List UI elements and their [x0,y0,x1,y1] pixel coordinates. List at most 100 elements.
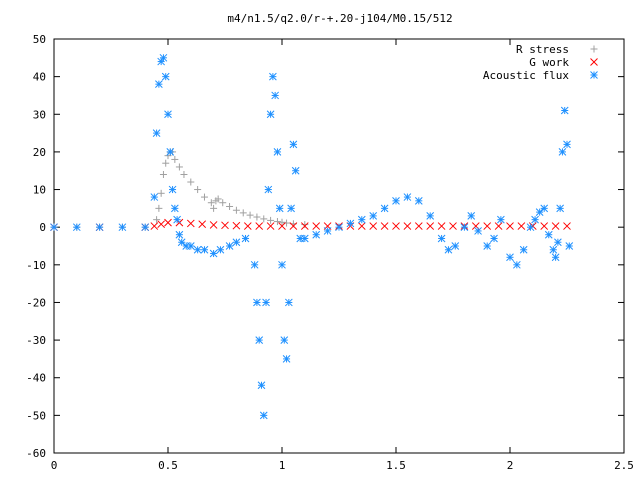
data-point [168,185,177,194]
data-point [563,140,571,149]
y-tick-label: -50 [26,409,46,422]
marker-stroke [312,230,321,239]
data-point [216,245,225,254]
data-point [437,222,446,230]
data-point [194,186,202,194]
data-point [141,223,150,232]
data-point [210,204,218,212]
data-point [153,216,161,224]
data-point [175,163,183,171]
data-point [118,223,127,232]
data-point [159,170,167,178]
marker-stroke [209,221,218,229]
data-point [177,238,186,247]
data-point [200,245,209,254]
legend-marker [590,71,598,79]
data-point [50,223,58,232]
marker-stroke [209,249,218,258]
marker-stroke [152,129,161,137]
marker-stroke [451,242,460,250]
data-point [175,230,184,239]
marker-stroke [590,71,598,79]
data-point [186,219,195,228]
data-point [300,234,309,243]
marker-stroke [490,234,498,243]
marker-stroke [225,242,234,250]
data-point [219,199,227,207]
data-point [275,204,284,213]
y-tick-label: -40 [26,372,46,385]
data-point [560,106,569,115]
data-point [437,234,446,243]
marker-stroke [563,140,571,149]
marker-stroke [198,220,207,229]
data-point [357,215,366,224]
data-point [246,211,254,219]
marker-stroke [269,72,277,81]
data-point [278,218,286,226]
legend-label: R stress [516,43,569,56]
marker-stroke [291,166,300,175]
data-point [531,215,539,224]
marker-stroke [426,212,435,220]
marker-stroke [175,230,184,239]
data-point [173,215,181,224]
marker-stroke [193,245,202,254]
data-point [278,222,286,230]
data-point [221,221,229,230]
data-point [209,249,218,258]
marker-stroke [264,185,273,194]
data-point [451,242,460,250]
marker-stroke [494,222,503,230]
series-2 [50,53,574,420]
data-point [186,242,195,250]
marker-stroke [232,221,241,230]
data-point [232,221,241,230]
data-point [565,242,574,250]
marker-stroke [380,222,389,230]
marker-stroke [512,260,521,269]
marker-stroke [467,212,476,220]
marker-stroke [159,53,168,62]
data-point [166,148,175,156]
marker-stroke [50,223,58,232]
data-point [241,234,250,243]
data-point [161,72,170,81]
y-tick-label: 20 [33,146,46,159]
marker-stroke [560,106,569,115]
marker-stroke [300,222,309,230]
marker-stroke [535,208,544,216]
data-point [225,242,234,250]
marker-stroke [289,222,298,230]
marker-stroke [558,148,567,156]
data-point [152,129,161,137]
marker-stroke [275,204,284,213]
data-point [483,222,492,230]
x-tick-label: 1.5 [386,459,406,472]
data-point [269,72,277,81]
data-point [369,212,378,220]
marker-stroke [357,222,366,230]
series-1 [50,218,571,232]
data-point [162,159,170,167]
marker-stroke [255,222,264,230]
data-point [494,222,503,230]
data-point [512,260,521,269]
data-point [255,222,264,230]
marker-stroke [250,260,259,269]
marker-stroke [531,215,539,224]
marker-stroke [554,238,562,247]
data-point [282,355,291,363]
data-point [255,336,264,344]
data-point [551,253,560,262]
data-point [262,298,270,307]
data-point [164,218,172,227]
marker-stroke [177,238,186,247]
marker-stroke [437,234,446,243]
marker-stroke [346,219,355,228]
chart-title: m4/n1.5/q2.0/r-+.20-j104/M0.15/512 [227,12,452,25]
data-point [155,204,163,212]
marker-stroke [517,222,526,230]
data-point [549,245,558,254]
